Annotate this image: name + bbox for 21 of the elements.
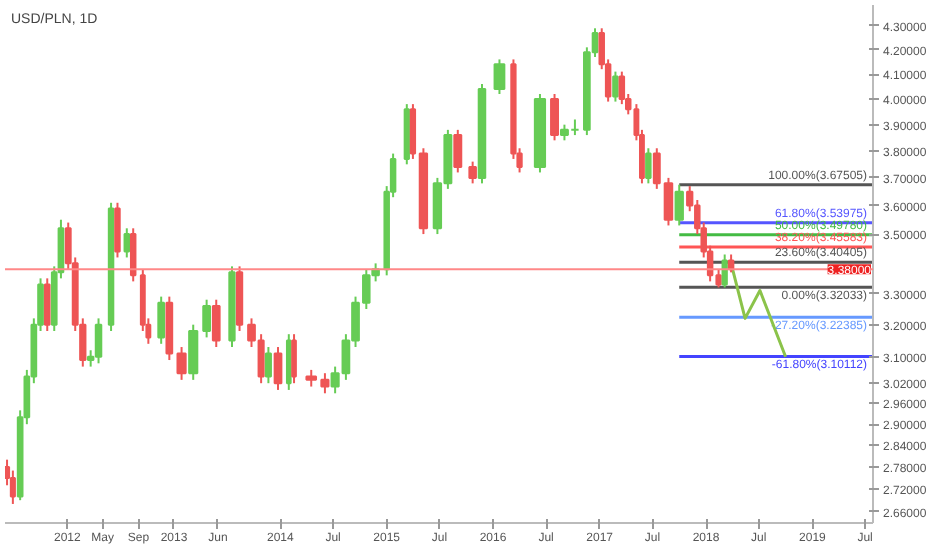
candlestick <box>157 295 166 345</box>
candlestick <box>273 346 283 391</box>
candlestick <box>291 333 297 385</box>
candlestick <box>285 333 292 391</box>
candlestick <box>123 227 131 259</box>
candlestick <box>188 323 199 381</box>
candlestick <box>550 93 559 142</box>
candlestick <box>721 253 728 289</box>
candlestick <box>211 298 221 349</box>
candlestick <box>674 183 684 227</box>
candlestick <box>94 317 103 365</box>
candlestick <box>612 70 619 103</box>
candlestick <box>453 128 463 174</box>
candlestick <box>618 70 626 106</box>
candlestick <box>114 201 121 259</box>
candlestick <box>43 277 51 333</box>
candlestick <box>264 346 272 385</box>
candlestick <box>645 147 652 185</box>
candlestick <box>320 372 330 395</box>
candlestick <box>468 160 477 185</box>
candlestick <box>202 298 211 339</box>
